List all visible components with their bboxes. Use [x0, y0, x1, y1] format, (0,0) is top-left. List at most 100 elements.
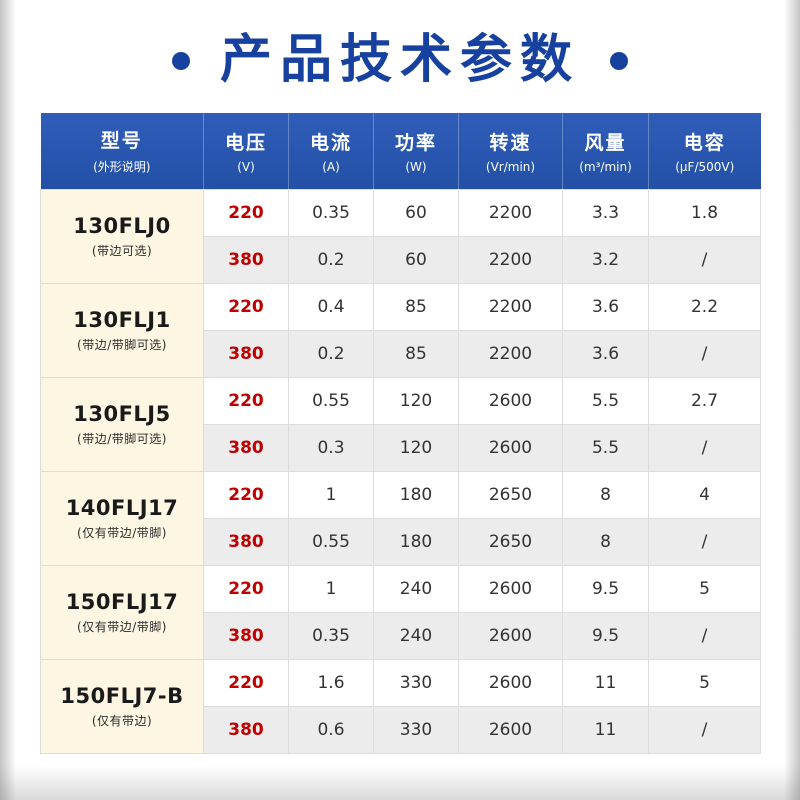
header-row: 型号 (外形说明) 电压 (V) 电流 (A) 功率 (W)	[40, 113, 761, 190]
model-name: 130FLJ5	[73, 401, 171, 426]
airflow-cell: 3.6	[562, 282, 649, 331]
spec-row: 380 0.3 120 2600 5.5/	[41, 423, 761, 472]
capacitance-cell: /	[648, 517, 761, 566]
speed-cell: 2600	[458, 705, 563, 754]
capacitance-cell: 5	[648, 658, 761, 707]
speed-cell: 2200	[458, 282, 563, 331]
power-cell: 330	[373, 705, 459, 754]
voltage-cell: 220	[203, 658, 289, 707]
current-cell: 0.4	[288, 282, 374, 331]
voltage-cell: 220	[203, 564, 289, 613]
current-cell: 0.55	[288, 376, 374, 425]
current-cell: 0.35	[288, 611, 374, 660]
spec-table: 型号 (外形说明) 电压 (V) 电流 (A) 功率 (W)	[40, 113, 761, 754]
voltage-cell: 380	[203, 235, 289, 284]
speed-cell: 2200	[458, 188, 563, 237]
voltage-cell: 220	[203, 188, 289, 237]
capacitance-cell: /	[648, 235, 761, 284]
spec-table-body: 130FLJ0 (带边可选) 220 0.35 60 2200 3.3 1.8 380 0.2 60…	[40, 188, 761, 754]
header-power-label: 功率	[394, 131, 437, 154]
col-header-current: 电流 (A)	[288, 113, 374, 190]
voltage-cell: 220	[203, 470, 289, 519]
airflow-cell: 3.2	[562, 235, 649, 284]
capacitance-cell: 5	[648, 564, 761, 613]
voltage-cell: 380	[203, 329, 289, 378]
col-header-speed: 转速 (Vr/min)	[458, 113, 563, 190]
power-cell: 240	[373, 564, 459, 613]
header-airflow-label: 风量	[584, 131, 627, 154]
col-header-voltage: 电压 (V)	[203, 113, 289, 190]
current-cell: 0.2	[288, 235, 374, 284]
speed-cell: 2600	[458, 611, 563, 660]
model-desc: (带边可选)	[91, 243, 153, 258]
power-cell: 60	[373, 235, 459, 284]
voltage-cell: 380	[203, 517, 289, 566]
current-cell: 0.6	[288, 705, 374, 754]
spec-row: 380 0.6 330 2600 11/	[41, 705, 761, 754]
model-cell: 150FLJ7-B (仅有带边)	[40, 658, 204, 754]
header-capacitance-unit: (μF/500V)	[675, 159, 735, 174]
speed-cell: 2600	[458, 658, 563, 707]
capacitance-cell: 1.8	[648, 188, 761, 237]
bullet-dot-left-icon	[171, 51, 190, 70]
model-name: 140FLJ17	[65, 495, 179, 520]
airflow-cell: 3.6	[562, 329, 649, 378]
model-cell: 130FLJ5 (带边/带脚可选)	[40, 376, 204, 472]
speed-cell: 2200	[458, 235, 563, 284]
col-header-airflow: 风量 (m³/min)	[562, 113, 649, 190]
airflow-cell: 8	[562, 470, 649, 519]
spec-row: 130FLJ0 (带边可选) 220 0.35 60 2200 3.3 1.8	[40, 188, 761, 284]
speed-cell: 2600	[458, 423, 563, 472]
airflow-cell: 5.5	[562, 376, 649, 425]
header-airflow-unit: (m³/min)	[579, 159, 632, 174]
header-voltage-label: 电压	[224, 131, 267, 154]
power-cell: 180	[373, 517, 459, 566]
header-model-label: 型号	[100, 130, 143, 153]
spec-row: 130FLJ1 (带边/带脚可选) 220 0.4 85 2200 3.6 2.2	[40, 282, 761, 378]
airflow-cell: 9.5	[562, 564, 649, 613]
spec-row: 150FLJ7-B (仅有带边) 220 1.6 330 2600 11 5	[40, 658, 761, 754]
voltage-cell: 380	[203, 611, 289, 660]
spec-table-header: 型号 (外形说明) 电压 (V) 电流 (A) 功率 (W)	[40, 113, 761, 190]
power-cell: 240	[373, 611, 459, 660]
model-desc: (仅有带边/带脚)	[77, 619, 167, 634]
airflow-cell: 11	[562, 705, 649, 754]
model-name: 150FLJ7-B	[60, 683, 184, 708]
col-header-power: 功率 (W)	[373, 113, 459, 190]
capacitance-cell: /	[648, 705, 761, 754]
voltage-cell: 220	[203, 282, 289, 331]
power-cell: 120	[373, 376, 459, 425]
header-current-label: 电流	[309, 131, 352, 154]
spec-row: 130FLJ5 (带边/带脚可选) 220 0.55 120 2600 5.5 2.7	[40, 376, 761, 472]
power-cell: 180	[373, 470, 459, 519]
power-cell: 330	[373, 658, 459, 707]
current-cell: 0.3	[288, 423, 374, 472]
speed-cell: 2650	[458, 517, 563, 566]
capacitance-cell: 2.7	[648, 376, 761, 425]
current-cell: 0.55	[288, 517, 374, 566]
airflow-cell: 11	[562, 658, 649, 707]
power-cell: 120	[373, 423, 459, 472]
header-speed-unit: (Vr/min)	[485, 159, 536, 174]
speed-cell: 2650	[458, 470, 563, 519]
power-cell: 85	[373, 329, 459, 378]
capacitance-cell: 2.2	[648, 282, 761, 331]
model-desc: (仅有带边)	[91, 713, 153, 728]
header-speed-label: 转速	[489, 131, 532, 154]
power-cell: 60	[373, 188, 459, 237]
current-cell: 0.2	[288, 329, 374, 378]
spec-table-container: 型号 (外形说明) 电压 (V) 电流 (A) 功率 (W)	[40, 113, 761, 754]
col-header-capacitance: 电容 (μF/500V)	[648, 113, 761, 190]
bullet-dot-right-icon	[610, 51, 628, 70]
spec-row: 380 0.2 60 2200 3.2/	[41, 235, 761, 284]
col-header-model: 型号 (外形说明)	[40, 113, 204, 190]
model-cell: 130FLJ1 (带边/带脚可选)	[40, 282, 204, 378]
power-cell: 85	[373, 282, 459, 331]
model-name: 150FLJ17	[65, 589, 179, 614]
model-desc: (带边/带脚可选)	[77, 431, 167, 446]
voltage-cell: 380	[203, 705, 289, 754]
spec-row: 140FLJ17 (仅有带边/带脚) 220 1 180 2650 8 4	[40, 470, 761, 566]
voltage-cell: 220	[203, 376, 289, 425]
page-title: 产品技术参数	[219, 30, 580, 90]
speed-cell: 2600	[458, 564, 563, 613]
